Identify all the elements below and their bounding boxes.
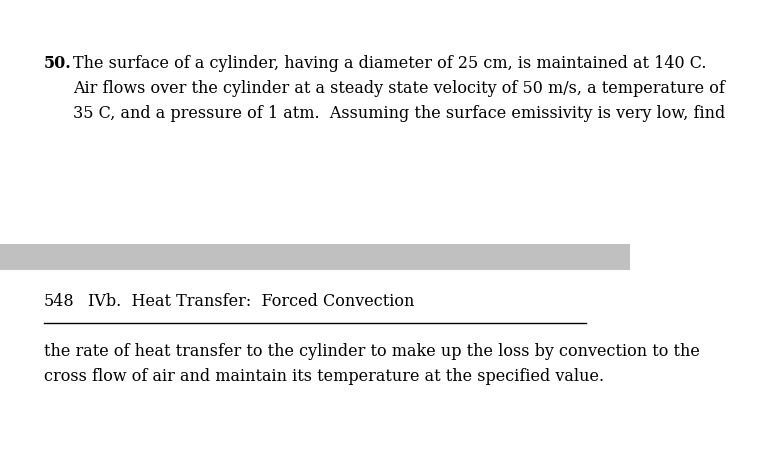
Text: The surface of a cylinder, having a diameter of 25 cm, is maintained at 140 C.
A: The surface of a cylinder, having a diam… — [73, 55, 725, 122]
Text: 50.: 50. — [44, 55, 72, 72]
Text: IVb.  Heat Transfer:  Forced Convection: IVb. Heat Transfer: Forced Convection — [88, 293, 415, 310]
Bar — [0, 244, 630, 270]
Text: the rate of heat transfer to the cylinder to make up the loss by convection to t: the rate of heat transfer to the cylinde… — [44, 343, 700, 385]
Text: 548: 548 — [44, 293, 75, 310]
